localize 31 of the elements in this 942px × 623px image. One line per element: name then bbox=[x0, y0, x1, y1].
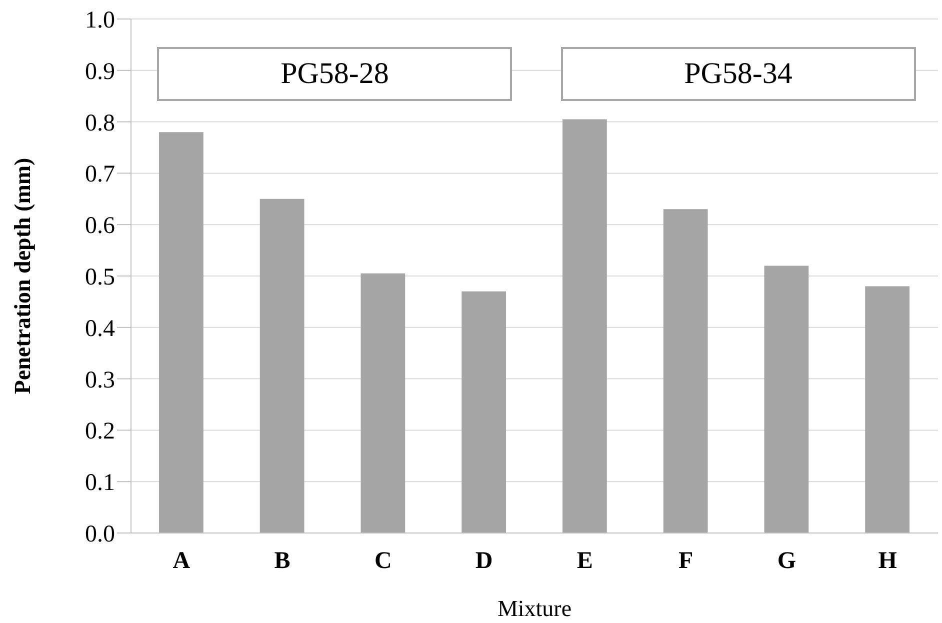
bar bbox=[562, 119, 607, 533]
bar bbox=[260, 198, 304, 533]
x-tick-label: C bbox=[374, 548, 392, 574]
x-axis-title: Mixture bbox=[497, 596, 572, 621]
y-tick-label: 1.0 bbox=[85, 8, 115, 34]
bar bbox=[360, 273, 406, 533]
y-tick-label: 0.5 bbox=[85, 264, 115, 291]
y-tick-label: 0.0 bbox=[85, 522, 115, 548]
x-tick-label: A bbox=[172, 548, 191, 574]
x-tick-label: G bbox=[777, 548, 796, 574]
x-tick-label: D bbox=[475, 548, 493, 574]
y-axis-title: Penetration depth (mm) bbox=[10, 158, 36, 394]
y-tick-label: 0.2 bbox=[85, 418, 115, 445]
y-tick-label: 0.1 bbox=[85, 470, 115, 496]
bar bbox=[462, 291, 506, 533]
y-tick-label: 0.6 bbox=[85, 213, 115, 240]
y-tick-label: 0.4 bbox=[85, 316, 115, 342]
x-tick-label: E bbox=[576, 548, 593, 574]
x-tick-label: H bbox=[878, 548, 898, 574]
x-tick-label: F bbox=[678, 548, 694, 574]
group-label-box: PG58-28 bbox=[157, 47, 512, 102]
bar bbox=[663, 209, 708, 533]
y-tick-label: 0.8 bbox=[85, 110, 115, 136]
x-tick-label: B bbox=[274, 548, 290, 574]
y-tick-label: 0.3 bbox=[85, 367, 115, 394]
bar bbox=[865, 286, 910, 533]
group-label-box: PG58-34 bbox=[560, 47, 916, 102]
y-tick-label: 0.7 bbox=[85, 162, 115, 188]
y-tick-label: 0.9 bbox=[85, 58, 115, 85]
bar bbox=[764, 266, 809, 533]
bar bbox=[159, 132, 204, 533]
